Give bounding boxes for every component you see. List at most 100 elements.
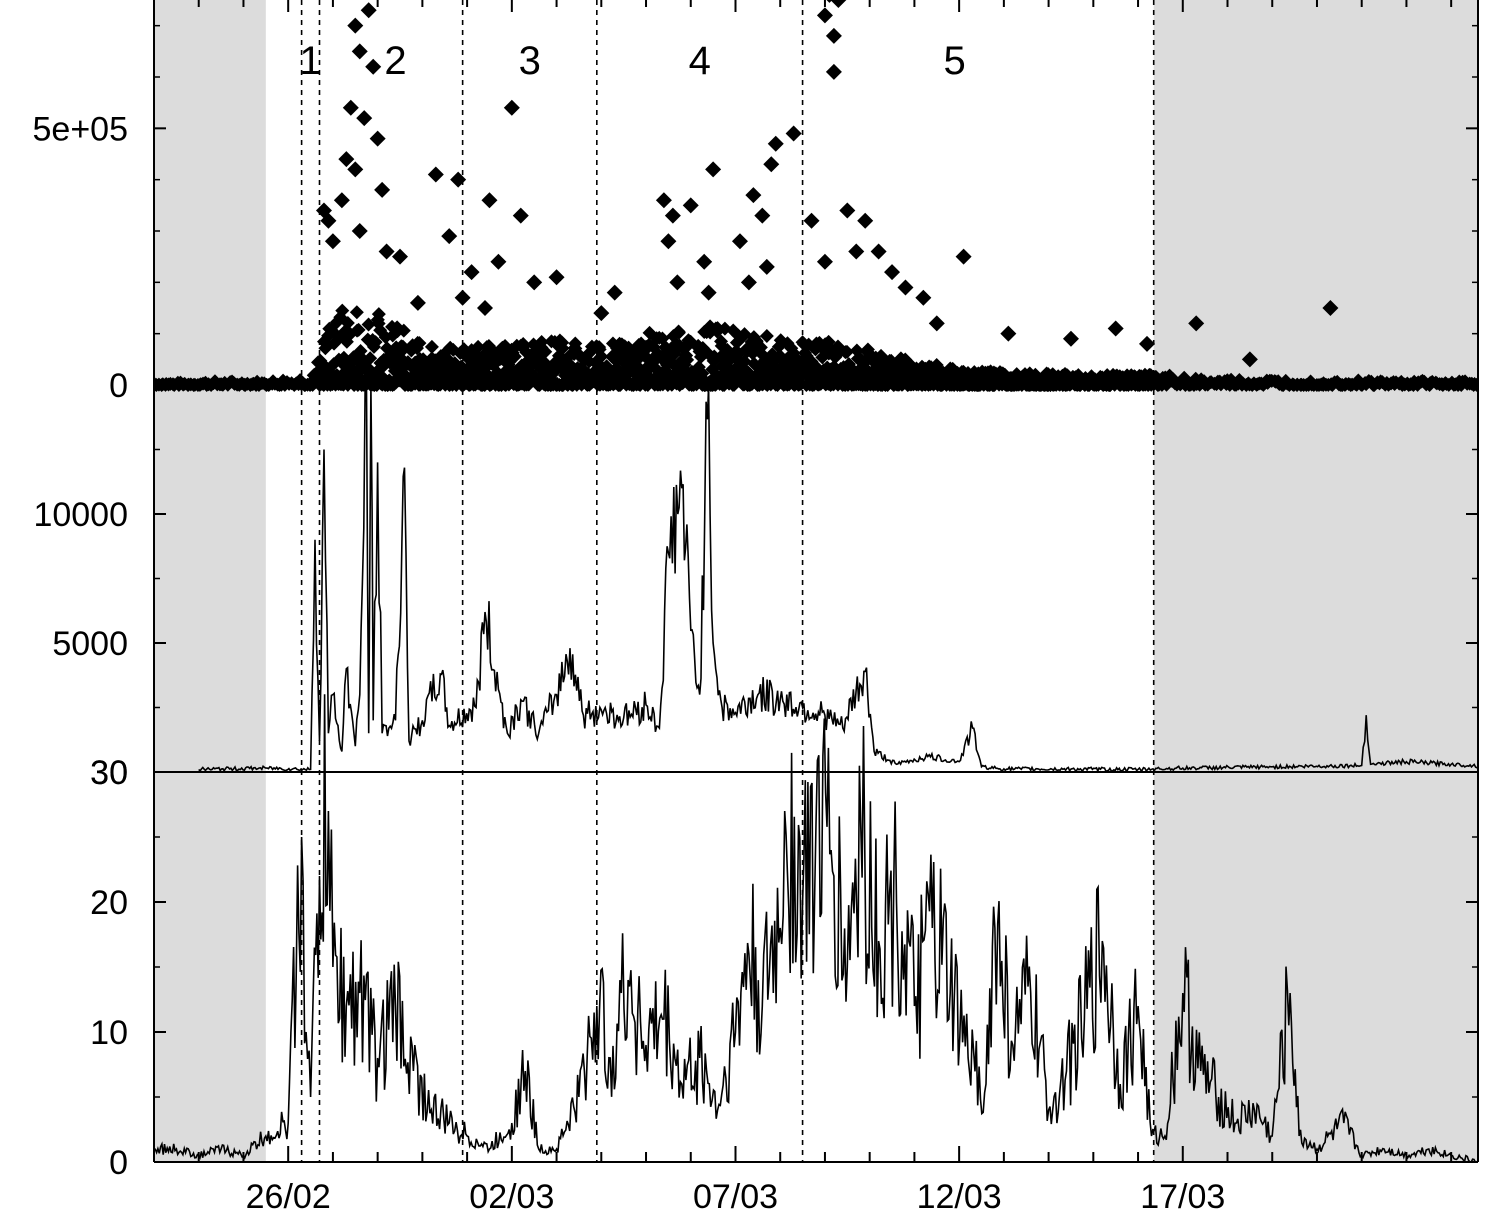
scatter-point [737,354,752,369]
period-label-2: 2 [384,39,406,83]
scatter-point [955,248,972,265]
scatter-point [1062,330,1079,347]
y-tick-label: 10000 [33,496,128,534]
scatter-point [767,135,784,152]
scatter-point [324,233,341,250]
scatter-point [679,348,694,363]
scatter-point [490,253,507,270]
series-line [198,384,1478,774]
scatter-point [351,43,368,60]
scatter-point [441,228,458,245]
scatter-point [353,344,368,359]
scatter-point [333,192,350,209]
scatter-point [347,17,364,34]
scatter-point [884,264,901,281]
scatter-point [548,269,565,286]
scatter-point [320,212,337,229]
scatter-point [857,212,874,229]
scatter-point [335,303,350,318]
scatter-point [753,340,768,355]
scatter-point [825,63,842,80]
scatter-point [526,274,543,291]
scatter-point [928,315,945,332]
scatter-point [1188,315,1205,332]
scatter-point [427,166,444,183]
scatter-point [477,300,493,316]
scatter-point [731,233,748,250]
scatter-point [368,335,383,350]
scatter-point [884,353,899,368]
x-tick-label: 02/03 [469,1178,554,1215]
scatter-point [592,340,607,355]
scatter-point [412,336,427,351]
scatter-point [463,264,480,281]
scatter-point [349,305,364,320]
scatter-point [839,202,856,219]
scatter-point [785,125,802,142]
scatter-point [392,248,409,265]
axes [153,0,1479,1163]
scatter-point [356,110,373,127]
scatter-point [745,187,762,204]
period-dividers [300,0,1155,1162]
scatter-point [826,0,833,3]
period-label-5: 5 [944,39,966,83]
scatter-point [454,289,471,306]
scatter-point [759,328,774,343]
scatter-point [1139,335,1155,352]
period-label-3: 3 [519,39,541,83]
scatter-point [503,99,520,116]
scatter-point [1322,300,1339,316]
scatter-point [369,130,386,147]
x-tick-label: 26/02 [246,1178,331,1215]
scatter-point [870,243,887,260]
middle-panel-line [198,384,1478,774]
scatter-point [374,181,391,198]
scatter-point [816,253,833,270]
scatter-point [363,351,378,366]
y-tick-label: 5e+05 [33,110,129,148]
scatter-point [1000,325,1017,342]
scatter-point [338,151,355,168]
scatter-point [655,192,672,209]
scatter-point [897,279,914,296]
scatter-point [682,197,699,214]
scatter-point [361,317,376,332]
scatter-point [1241,351,1258,368]
scatter-point [740,274,757,291]
scatter-point [705,161,722,178]
scatter-point [606,284,623,301]
scatter-point [450,171,467,188]
scatter-point [424,339,439,354]
y-tick-label: 20 [90,884,128,922]
scatter-point [555,341,570,356]
scatter-point [848,243,865,260]
scatter-point [507,349,522,364]
scatter-point [409,294,426,311]
x-tick-label: 17/03 [1140,1178,1225,1215]
scatter-point [700,284,717,301]
scatter-point [671,324,686,339]
scatter-point [816,7,833,24]
scatter-point [365,58,382,75]
scatter-point [915,289,932,306]
scatter-point [660,233,677,250]
bottom-panel-line [154,694,1478,1162]
scatter-point [481,192,498,209]
scatter-point [664,207,681,224]
period-label-4: 4 [689,39,711,83]
scatter-point [594,349,609,364]
scatter-point [347,161,364,178]
scatter-point [763,156,780,173]
scatter-point [512,207,529,224]
scatter-point [1107,320,1124,337]
scatter-point [351,223,368,239]
scatter-point [378,243,395,260]
scatter-point [351,322,366,337]
scatter-point [696,253,713,270]
y-tick-label: 0 [109,1144,128,1182]
y-tick-label: 0 [109,367,128,405]
y-tick-label: 5000 [52,625,128,663]
